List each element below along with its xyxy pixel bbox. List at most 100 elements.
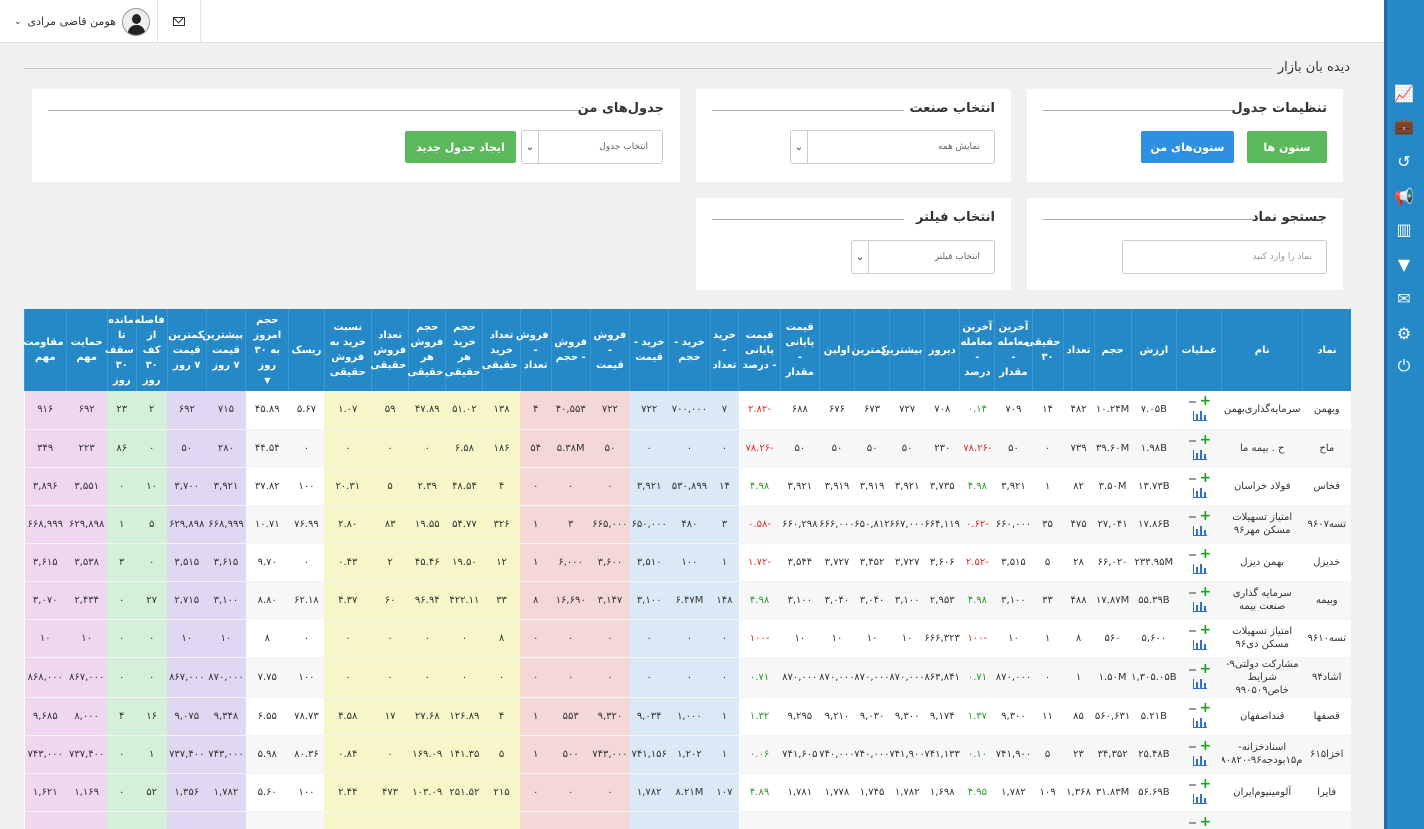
column-header[interactable]: کمترین قیمت ۷ روز <box>166 309 207 391</box>
add-icon[interactable]: + <box>1199 545 1212 562</box>
remove-icon[interactable] <box>1189 401 1197 404</box>
symbol-cell[interactable]: تسه۹۶۱۰ <box>1302 619 1351 658</box>
table-row[interactable]: اشاد۹۴ مشارکت دولتی۹-شرایط خاص۹۹۰۵۰۹ +۱,۳۰… <box>24 657 1351 698</box>
name-cell[interactable]: ح . بیمه ما <box>1221 429 1303 468</box>
symbol-cell[interactable]: وبیمه <box>1302 581 1351 620</box>
bar-chart-icon[interactable] <box>1193 563 1208 574</box>
column-header[interactable]: مقاومت مهم <box>24 309 67 391</box>
messages-button[interactable] <box>158 0 201 43</box>
name-cell[interactable]: فولاد خراسان <box>1221 467 1303 506</box>
industry-select[interactable]: ⌄ نمایش همه <box>790 130 995 164</box>
table-row[interactable]: فایرا آلومینیوم‌ایران +۵۶.۶۹B ۳۱.۸۳M ۱,۳۶۸ ۱۰… <box>24 773 1351 812</box>
column-header[interactable]: حجم خرید هر حقیقی <box>445 309 483 391</box>
column-header[interactable]: عملیات <box>1176 309 1222 391</box>
table-row[interactable]: + <box>24 811 1351 829</box>
add-icon[interactable]: + <box>1199 660 1212 677</box>
name-cell[interactable]: امتیاز تسهیلات مسکن مهر۹۶ <box>1221 505 1303 544</box>
column-header[interactable]: نماد <box>1301 309 1351 391</box>
column-header[interactable]: حمایت مهم <box>65 309 108 391</box>
table-row[interactable]: فخاس فولاد خراسان +۱۳.۷۳B ۳.۵۰M ۸۲ ۱ ۳,۹۲۱ ۴.۹۸… <box>24 467 1351 506</box>
column-header[interactable]: آخرین معامله - مقدار <box>994 309 1033 391</box>
remove-icon[interactable] <box>1189 591 1197 594</box>
bar-chart-icon[interactable] <box>1193 487 1208 498</box>
name-cell[interactable]: سرمایه‌گذاری‌بهمن <box>1221 391 1303 430</box>
column-header[interactable]: ریسک <box>288 309 325 391</box>
symbol-cell[interactable]: اخزا۶۱۵ <box>1302 735 1351 774</box>
column-header[interactable]: فاصله از کف ۳۰ روز <box>135 309 168 391</box>
briefcase-icon[interactable]: 💼 <box>1394 115 1414 135</box>
symbol-cell[interactable]: اشاد۹۴ <box>1302 657 1351 698</box>
table-row[interactable]: وبیمه سرمایه گذاری صنعت بیمه +۵۵.۳۹B ۱۷.۸۷M… <box>24 581 1351 620</box>
column-header[interactable]: ارزش <box>1130 309 1177 391</box>
column-header[interactable]: فروش - قیمت <box>589 309 630 391</box>
symbol-cell[interactable]: فخاس <box>1302 467 1351 506</box>
add-icon[interactable]: + <box>1199 583 1212 600</box>
my-columns-button[interactable]: ستون‌های من <box>1141 131 1234 163</box>
bar-chart-icon[interactable] <box>1193 601 1208 612</box>
column-header[interactable]: بیشترین <box>881 309 925 391</box>
columns-button[interactable]: ستون ها <box>1247 131 1327 163</box>
name-cell[interactable]: امتیاز تسهیلات مسکن دی۹۶ <box>1221 619 1303 658</box>
column-header[interactable]: فروش - تعداد <box>516 309 552 391</box>
columns-icon[interactable]: ▥ <box>1396 219 1412 239</box>
create-table-button[interactable]: ایجاد جدول جدید <box>405 131 516 163</box>
sort-desc-icon[interactable]: ▼ <box>264 375 271 385</box>
add-icon[interactable]: + <box>1199 621 1212 638</box>
symbol-cell[interactable]: وبهمن <box>1302 391 1351 430</box>
name-cell[interactable]: بهمن دیزل <box>1221 543 1303 582</box>
column-header[interactable]: فروش - حجم <box>550 309 591 391</box>
column-header[interactable]: تعداد خرید حقیقی <box>482 309 521 391</box>
bar-chart-icon[interactable] <box>1193 525 1208 536</box>
name-cell[interactable] <box>1221 811 1303 829</box>
table-row[interactable]: وبهمن سرمایه‌گذاری‌بهمن +۷.۰۵B ۱۰.۲۴M ۴۸۲ ۱۴ ۷… <box>24 391 1351 430</box>
add-icon[interactable]: + <box>1199 699 1212 716</box>
add-icon[interactable]: + <box>1199 469 1212 486</box>
power-icon[interactable]: ⏻ <box>1397 356 1411 375</box>
remove-icon[interactable] <box>1189 477 1197 480</box>
column-header[interactable]: حقیقی ۳۰ <box>1025 309 1064 391</box>
column-header[interactable]: آخرین معامله - درصد <box>959 309 995 391</box>
column-header[interactable]: حجم امروز به ۳۰ روز ▼ <box>245 309 289 391</box>
table-row[interactable]: قصفها قنداصفهان +۵.۲۱B ۵۶۰,۶۳۱ ۸۵ ۱۱ ۹,۳۰۰ ۱.۳۷… <box>24 697 1351 736</box>
table-row[interactable]: خدیزل بهمن دیزل +۲۳۳.۹۵M ۶۶,۰۲۰ ۲۸ ۵ ۳,۵۱۵ -۲.۵… <box>24 543 1351 582</box>
column-header[interactable]: قیمت پایانی - مقدار <box>779 309 820 391</box>
add-icon[interactable]: + <box>1199 775 1212 792</box>
column-header[interactable]: تعداد <box>1062 309 1094 391</box>
remove-icon[interactable] <box>1189 439 1197 442</box>
column-header[interactable]: خرید - قیمت <box>629 309 669 391</box>
name-cell[interactable]: قنداصفهان <box>1221 697 1303 736</box>
table-select[interactable]: ⌄ انتخاب جدول <box>521 130 663 164</box>
table-row[interactable]: تسه۹۶۰۷ امتیاز تسهیلات مسکن مهر۹۶ +۱۷.۸۶B ۲… <box>24 505 1351 544</box>
history-icon[interactable]: ↺ <box>1397 151 1411 171</box>
add-icon[interactable]: + <box>1199 431 1212 448</box>
filter-icon[interactable]: ▼ <box>1397 254 1411 274</box>
bar-chart-icon[interactable] <box>1193 411 1208 422</box>
remove-icon[interactable] <box>1189 668 1197 671</box>
name-cell[interactable]: سرمایه گذاری صنعت بیمه <box>1221 581 1303 620</box>
column-header[interactable]: قیمت پایانی - درصد <box>738 309 781 391</box>
remove-icon[interactable] <box>1189 515 1197 518</box>
bar-chart-icon[interactable] <box>1193 717 1208 728</box>
bar-chart-icon[interactable] <box>1193 755 1208 766</box>
add-icon[interactable]: + <box>1199 737 1212 754</box>
column-header[interactable]: نسبت خرید به فروش حقیقی <box>323 309 372 391</box>
column-header[interactable]: بیشترین قیمت ۷ روز <box>202 309 246 391</box>
table-row[interactable]: تسه۹۶۱۰ امتیاز تسهیلات مسکن دی۹۶ +۵,۶۰۰ ۵۶۰… <box>24 619 1351 658</box>
bar-chart-icon[interactable] <box>1193 678 1208 689</box>
column-header[interactable]: اولین <box>818 309 855 391</box>
remove-icon[interactable] <box>1189 707 1197 710</box>
remove-icon[interactable] <box>1189 745 1197 748</box>
name-cell[interactable]: اسنادخزانه-م۱۵بودجه۹۶-۹۸۰۸۲۰ <box>1221 735 1303 774</box>
name-cell[interactable]: آلومینیوم‌ایران <box>1221 773 1303 812</box>
remove-icon[interactable] <box>1189 629 1197 632</box>
column-header[interactable]: کمترین <box>852 309 890 391</box>
add-icon[interactable]: + <box>1199 393 1212 410</box>
symbol-cell[interactable] <box>1302 811 1351 829</box>
column-header[interactable]: تعداد فروش حقیقی <box>370 309 409 391</box>
symbol-cell[interactable]: تسه۹۶۰۷ <box>1302 505 1351 544</box>
column-header[interactable]: نام <box>1221 309 1303 391</box>
remove-icon[interactable] <box>1189 783 1197 786</box>
name-cell[interactable]: مشارکت دولتی۹-شرایط خاص۹۹۰۵۰۹ <box>1221 657 1303 698</box>
table-row[interactable]: ماح ح . بیمه ما +۱.۹۸B ۳۹.۶۰M ۷۳۹ ۰ ۵۰ -۷۸.۲۶ ۲۳… <box>24 429 1351 468</box>
